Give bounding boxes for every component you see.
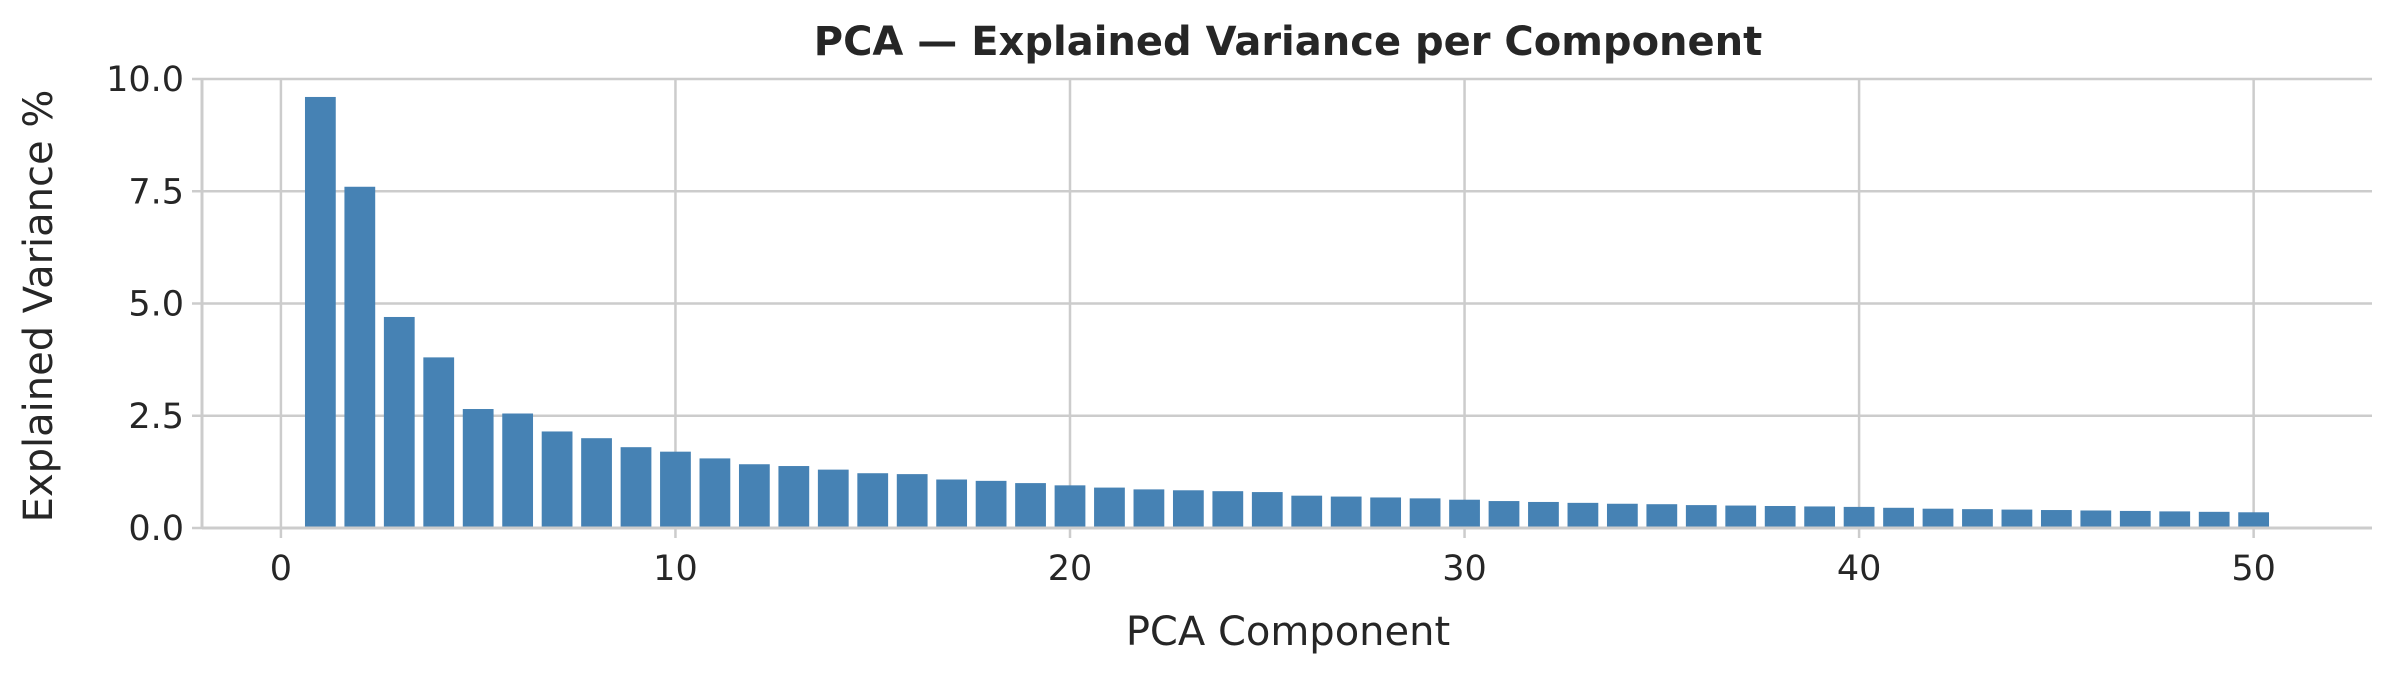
- bar-component-44: [2001, 509, 2033, 528]
- bar-component-18: [975, 480, 1007, 528]
- bars: [304, 96, 2270, 529]
- bar-component-38: [1764, 505, 1796, 528]
- bar-component-12: [738, 464, 770, 528]
- bar-component-35: [1646, 504, 1678, 528]
- bar-component-32: [1528, 501, 1559, 528]
- bar-component-6: [502, 413, 534, 528]
- bar-component-42: [1922, 508, 1954, 528]
- bar-component-3: [383, 316, 415, 528]
- bar-component-30: [1449, 499, 1480, 528]
- bar-component-43: [1962, 509, 1993, 528]
- bar-component-7: [541, 431, 573, 528]
- x-tick-label: 50: [2231, 549, 2276, 589]
- bar-component-33: [1567, 502, 1599, 528]
- bar-component-19: [1015, 483, 1046, 528]
- bar-component-34: [1606, 503, 1638, 528]
- bar-component-36: [1685, 505, 1717, 528]
- y-tick-label: 2.5: [128, 397, 184, 437]
- bar-component-37: [1725, 505, 1757, 528]
- bar-component-24: [1212, 491, 1244, 528]
- tick-labels: 0.0 2.5 5.0 7.5 10.0 0 10 20 30 40 50: [106, 60, 2276, 589]
- bar-component-50: [2238, 512, 2270, 528]
- bar-component-23: [1172, 490, 1204, 528]
- y-tick-label: 7.5: [128, 172, 184, 212]
- bar-component-49: [2198, 511, 2230, 528]
- y-tick-label: 10.0: [106, 60, 184, 100]
- x-tick-label: 10: [653, 549, 698, 589]
- axes: [192, 77, 2372, 538]
- bar-component-47: [2119, 510, 2151, 528]
- bar-component-13: [778, 466, 810, 528]
- bar-component-17: [936, 479, 968, 528]
- x-tick-label: 30: [1442, 549, 1487, 589]
- chart-title: PCA — Explained Variance per Component: [814, 19, 1763, 65]
- bar-component-39: [1804, 506, 1836, 528]
- bar-component-25: [1251, 492, 1283, 528]
- bar-component-45: [2040, 510, 2072, 528]
- bar-component-40: [1843, 506, 1875, 528]
- x-tick-label: 40: [1837, 549, 1882, 589]
- y-tick-label: 0.0: [128, 509, 184, 549]
- bar-component-14: [817, 469, 849, 528]
- bar-component-46: [2080, 510, 2112, 528]
- x-tick-label: 0: [270, 549, 292, 589]
- bar-component-10: [660, 451, 691, 528]
- bar-component-20: [1054, 485, 1086, 528]
- bar-component-41: [1883, 507, 1914, 528]
- bar-component-16: [896, 474, 928, 528]
- bar-component-11: [699, 458, 731, 528]
- bar-component-28: [1370, 497, 1402, 528]
- y-tick-label: 5.0: [128, 285, 184, 325]
- bar-component-5: [462, 409, 494, 528]
- y-axis-label: Explained Variance %: [16, 90, 62, 523]
- x-tick-label: 20: [1048, 549, 1093, 589]
- bar-component-26: [1291, 495, 1323, 528]
- bar-component-4: [423, 357, 455, 528]
- bar-component-1: [304, 96, 336, 529]
- bar-component-9: [620, 447, 652, 528]
- bar-component-31: [1488, 501, 1520, 528]
- bar-component-2: [344, 186, 376, 528]
- bar-component-48: [2159, 511, 2191, 528]
- x-axis-label: PCA Component: [1126, 609, 1450, 655]
- bar-component-29: [1409, 498, 1441, 528]
- bar-component-21: [1094, 487, 1125, 528]
- bar-component-8: [581, 438, 612, 528]
- bar-component-27: [1330, 496, 1362, 528]
- bar-component-15: [857, 473, 889, 528]
- bar-component-22: [1133, 489, 1165, 528]
